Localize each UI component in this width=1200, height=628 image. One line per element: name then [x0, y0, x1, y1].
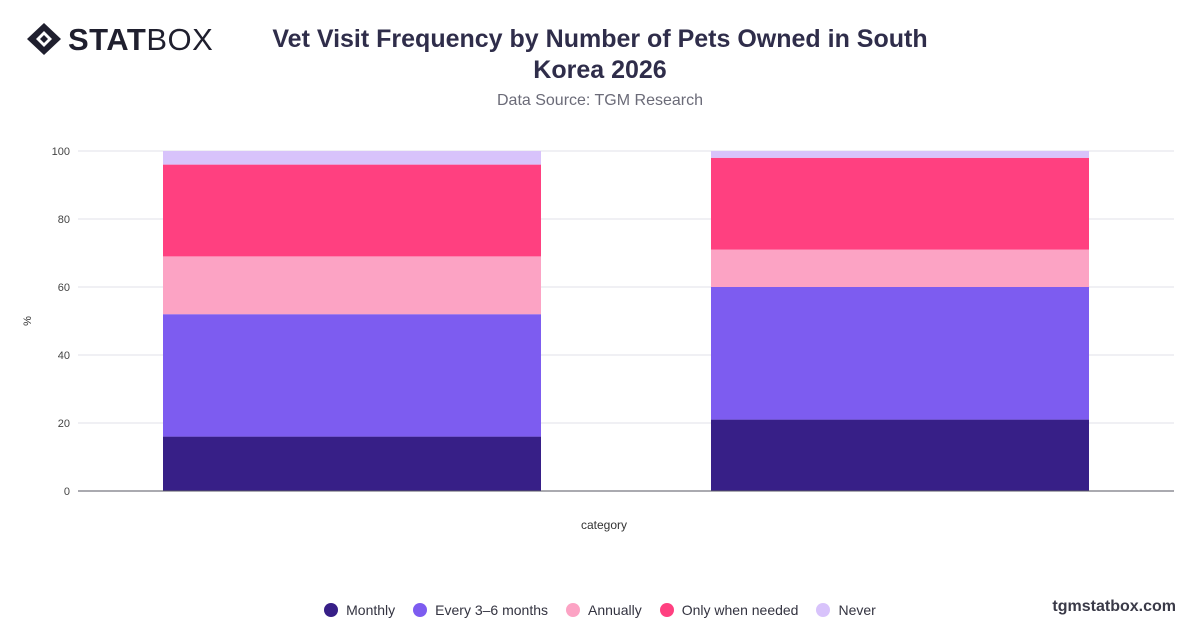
- legend-item: Monthly: [324, 602, 395, 618]
- y-tick-label: 20: [58, 418, 70, 430]
- bar-segment: [711, 287, 1089, 420]
- y-axis-label: %: [22, 316, 34, 326]
- logo-text-light: BOX: [146, 21, 214, 57]
- legend-label: Every 3–6 months: [435, 602, 549, 618]
- legend-dot-icon: [413, 603, 428, 617]
- bar-segment: [163, 151, 541, 165]
- y-tick-label: 80: [58, 214, 70, 226]
- legend-label: Never: [838, 602, 876, 618]
- bar-segment: [711, 249, 1089, 287]
- legend-item: Annually: [566, 602, 642, 618]
- x-axis-label: category: [581, 518, 627, 532]
- legend-label: Annually: [588, 602, 642, 618]
- legend-item: Only when needed: [659, 602, 799, 618]
- logo: STATBOX: [26, 22, 213, 56]
- y-tick-label: 0: [64, 486, 70, 498]
- chart-subtitle: Data Source: TGM Research: [496, 92, 703, 109]
- legend-item: Every 3–6 months: [413, 602, 548, 618]
- bar-segment: [711, 419, 1089, 491]
- bar-segment: [163, 314, 541, 437]
- legend-dot-icon: [816, 603, 831, 617]
- bar-segment: [163, 256, 541, 315]
- legend-item: Never: [816, 602, 876, 618]
- bar-segment: [711, 157, 1089, 250]
- chart-title: Vet Visit Frequency by Number of Pets Ow…: [272, 25, 928, 84]
- legend-label: Only when needed: [681, 602, 799, 618]
- bar-segment: [163, 436, 541, 491]
- chart-legend: Monthly Every 3–6 months Annually Only when…: [0, 602, 1200, 618]
- legend-dot-icon: [566, 603, 581, 617]
- bar-segment: [163, 164, 541, 257]
- legend-dot-icon: [324, 603, 339, 617]
- y-tick-label: 60: [58, 282, 70, 294]
- y-tick-label: 40: [58, 350, 70, 362]
- watermark: tgmstatbox.com: [1052, 598, 1176, 615]
- diamond-logo-icon: [27, 23, 61, 55]
- y-tick-label: 100: [52, 146, 70, 158]
- logo-text: STATBOX: [68, 24, 213, 55]
- legend-dot-icon: [659, 603, 674, 617]
- logo-text-bold: STAT: [68, 21, 147, 57]
- legend-label: Monthly: [346, 602, 396, 618]
- bar-segment: [711, 151, 1089, 158]
